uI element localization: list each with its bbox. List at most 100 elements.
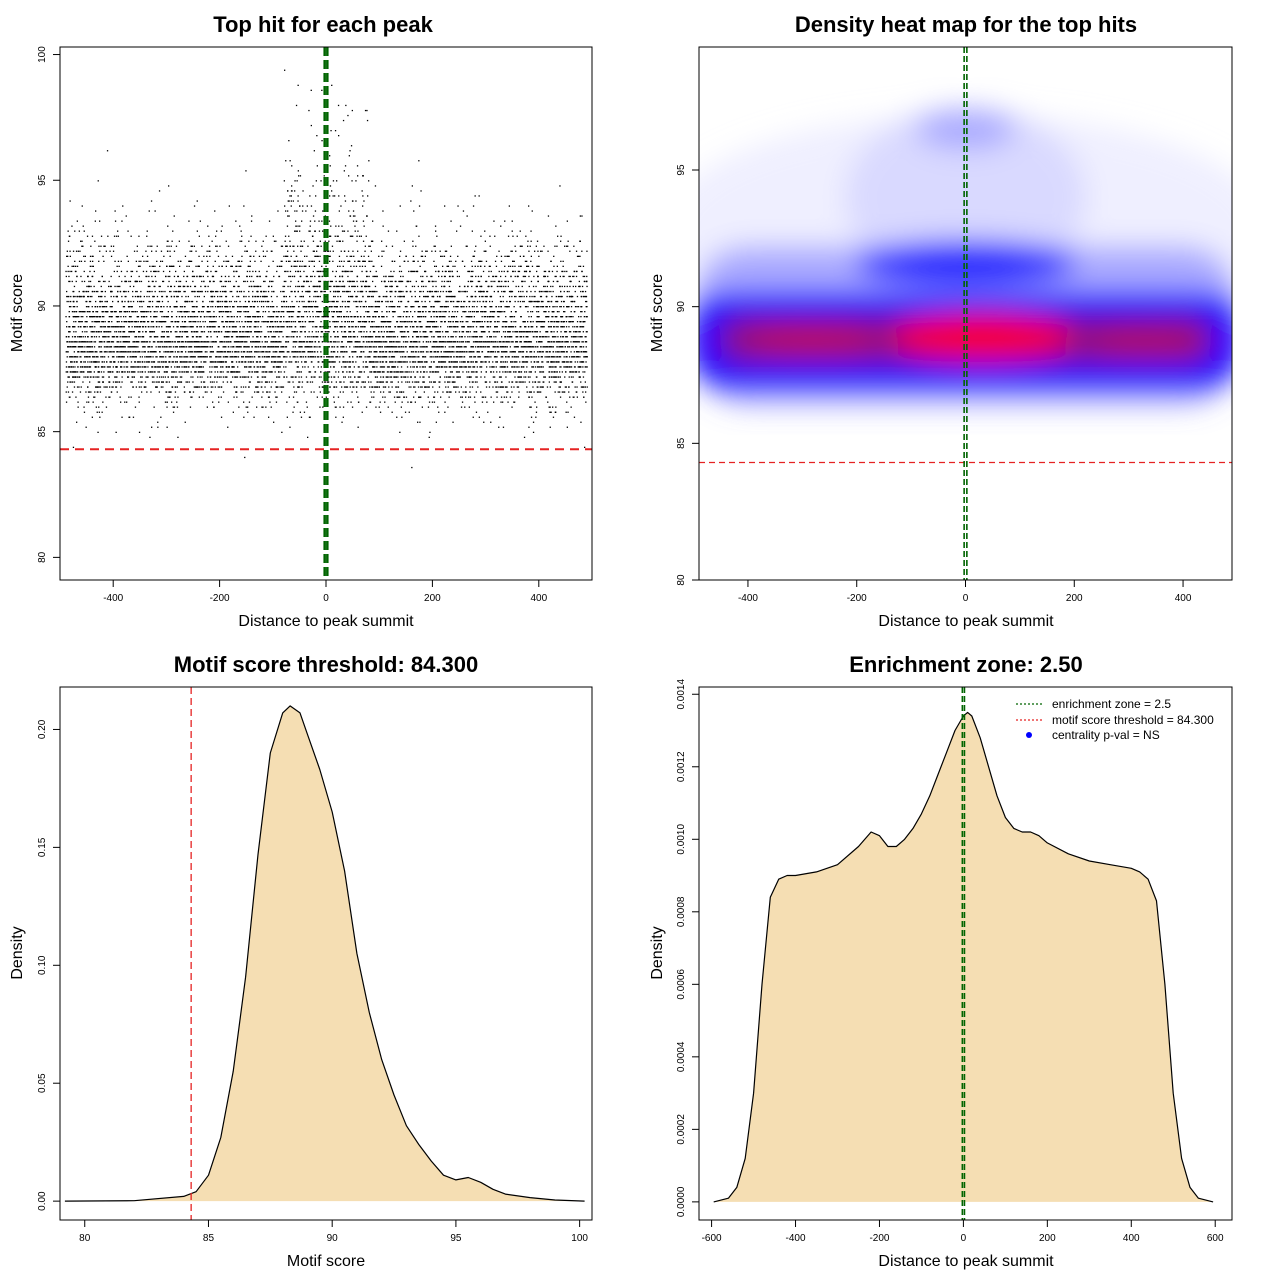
- scatter-point: [338, 371, 340, 373]
- scatter-point: [584, 356, 586, 358]
- scatter-point: [276, 306, 278, 308]
- scatter-point: [544, 336, 546, 338]
- scatter-point: [94, 341, 97, 343]
- scatter-point: [261, 341, 263, 343]
- scatter-point: [170, 285, 172, 288]
- scatter-point: [376, 386, 379, 388]
- scatter-point: [147, 351, 149, 353]
- scatter-point: [374, 306, 376, 308]
- scatter-point: [483, 316, 485, 318]
- scatter-point: [380, 341, 383, 343]
- scatter-point: [145, 260, 147, 262]
- scatter-point: [201, 260, 203, 262]
- scatter-point: [77, 326, 79, 328]
- scatter-point: [542, 290, 544, 293]
- scatter-point: [92, 265, 94, 267]
- scatter-point: [552, 290, 554, 293]
- scatter-point: [384, 401, 386, 403]
- scatter-point: [506, 386, 508, 388]
- scatter-point: [544, 275, 547, 278]
- scatter-point: [72, 250, 75, 252]
- scatter-point: [209, 356, 211, 358]
- scatter-point: [330, 361, 332, 363]
- scatter-point: [480, 371, 482, 373]
- scatter-point: [537, 265, 539, 267]
- scatter-point: [278, 376, 281, 378]
- scatter-point: [245, 406, 247, 408]
- scatter-point: [515, 381, 517, 383]
- scatter-point: [406, 361, 408, 363]
- scatter-point: [143, 300, 145, 303]
- scatter-point: [541, 351, 544, 353]
- scatter-point: [432, 311, 434, 313]
- scatter-point: [238, 336, 241, 338]
- scatter-point: [67, 255, 69, 257]
- scatter-point: [96, 356, 98, 358]
- scatter-point: [296, 371, 298, 373]
- scatter-point: [262, 255, 265, 257]
- scatter-point: [385, 300, 387, 303]
- scatter-point: [127, 230, 129, 232]
- scatter-point: [381, 250, 383, 252]
- scatter-point: [114, 285, 116, 288]
- scatter-point: [495, 336, 497, 338]
- scatter-point: [251, 341, 253, 343]
- scatter-point: [438, 275, 440, 278]
- scatter-point: [168, 326, 171, 328]
- scatter-point: [488, 351, 490, 353]
- scatter-point: [531, 265, 534, 267]
- scatter-point: [310, 89, 312, 91]
- scatter-point: [283, 285, 286, 288]
- scatter-point: [530, 316, 532, 318]
- scatter-point: [578, 255, 580, 257]
- scatter-point: [65, 270, 67, 273]
- scatter-point: [154, 341, 156, 343]
- scatter-point: [108, 336, 110, 338]
- scatter-point: [214, 371, 216, 373]
- scatter-point: [261, 245, 263, 247]
- scatter-point: [79, 321, 81, 323]
- scatter-point: [74, 260, 76, 262]
- scatter-point: [286, 351, 288, 353]
- scatter-point: [573, 270, 575, 273]
- scatter-point: [239, 300, 241, 303]
- scatter-point: [265, 341, 267, 343]
- scatter-point: [559, 386, 561, 388]
- scatter-point: [362, 260, 364, 262]
- scatter-point: [376, 290, 378, 293]
- scatter-point: [257, 356, 260, 358]
- scatter-point: [328, 311, 330, 313]
- scatter-point: [86, 326, 88, 328]
- scatter-point: [500, 260, 503, 262]
- scatter-point: [440, 255, 442, 257]
- scatter-point: [165, 361, 167, 363]
- scatter-point: [179, 376, 182, 378]
- scatter-point: [523, 300, 525, 303]
- scatter-point: [405, 285, 407, 288]
- scatter-point: [67, 381, 69, 383]
- scatter-point: [243, 351, 246, 353]
- scatter-point: [416, 356, 418, 358]
- scatter-point: [373, 326, 375, 328]
- scatter-point: [495, 326, 497, 328]
- scatter-point: [138, 361, 140, 363]
- scatter-point: [550, 290, 552, 293]
- scatter-point: [105, 386, 107, 388]
- scatter-point: [182, 316, 184, 318]
- scatter-point: [356, 336, 359, 338]
- scatter-point: [347, 321, 349, 323]
- scatter-point: [176, 406, 179, 408]
- scatter-point: [294, 361, 297, 363]
- scatter-point: [470, 275, 472, 278]
- scatter-point: [221, 295, 223, 298]
- scatter-point: [257, 311, 259, 313]
- scatter-point: [303, 341, 306, 343]
- scatter-point: [503, 351, 505, 353]
- scatter-point: [338, 285, 340, 288]
- scatter-point: [206, 250, 208, 252]
- scatter-point: [283, 321, 285, 323]
- scatter-point: [87, 386, 89, 388]
- scatter-point: [183, 346, 186, 348]
- scatter-point: [437, 351, 439, 353]
- scatter-point: [130, 321, 133, 323]
